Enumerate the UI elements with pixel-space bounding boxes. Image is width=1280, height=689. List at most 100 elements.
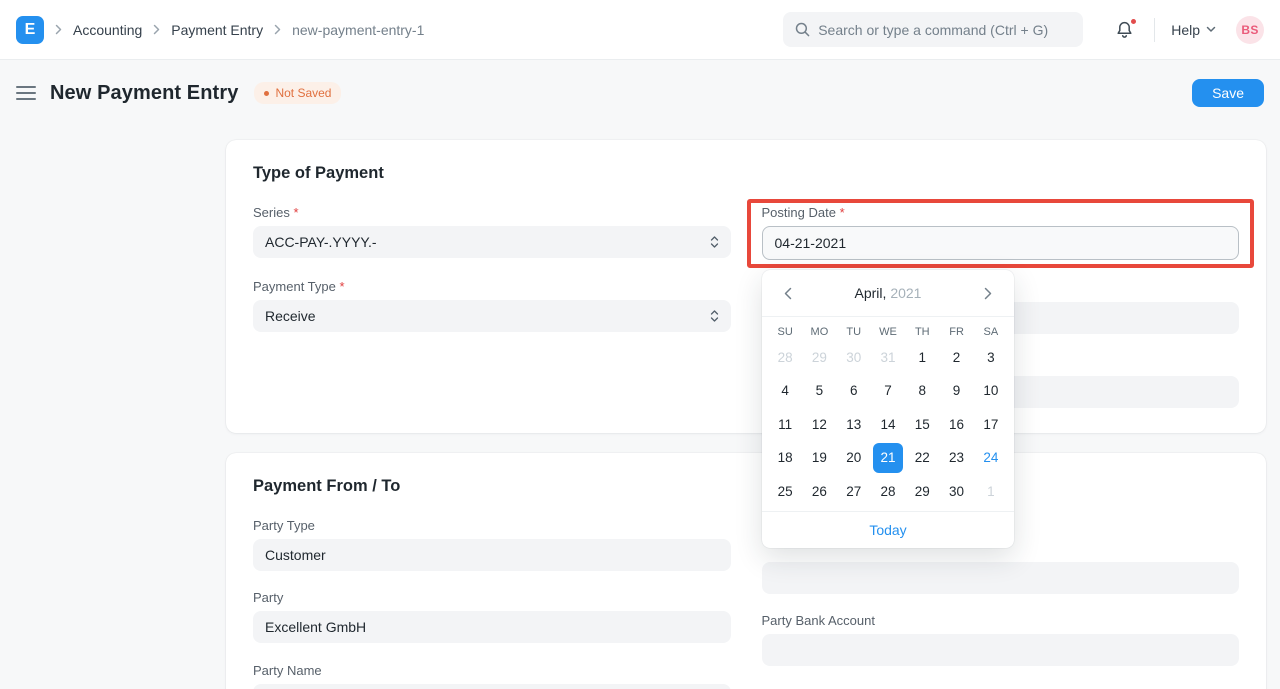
calendar-day[interactable]: 9 xyxy=(952,383,961,398)
next-month-button[interactable] xyxy=(977,282,999,304)
column-left: Party Type Customer Party Excellent GmbH… xyxy=(253,518,731,689)
calendar-day[interactable]: 17 xyxy=(983,416,999,432)
calendar-day[interactable]: 3 xyxy=(987,349,995,365)
calendar-day[interactable]: 28 xyxy=(880,483,896,499)
payment-type-label: Payment Type * xyxy=(253,279,345,294)
party-type-label: Party Type xyxy=(253,518,315,533)
datepicker-header: April, 2021 xyxy=(762,270,1014,317)
calendar-day[interactable]: 1 xyxy=(918,349,927,365)
calendar-day[interactable]: 19 xyxy=(811,450,827,465)
required-marker: * xyxy=(293,205,299,220)
today-button[interactable]: Today xyxy=(762,511,1014,548)
chevron-down-icon xyxy=(1206,26,1216,33)
select-chevrons-icon xyxy=(710,235,719,249)
weekday-label: FR xyxy=(949,326,964,338)
month-year-label: April, 2021 xyxy=(799,285,977,301)
calendar-day[interactable]: 20 xyxy=(846,450,862,465)
calendar-day[interactable]: 31 xyxy=(880,349,896,365)
calendar-day[interactable]: 5 xyxy=(815,383,824,398)
party-name-input[interactable] xyxy=(253,684,731,689)
weekday-label: TH xyxy=(914,326,930,338)
status-badge: Not Saved xyxy=(254,82,342,104)
calendar-day[interactable]: 18 xyxy=(777,450,793,465)
calendar-day[interactable]: 26 xyxy=(811,483,827,499)
calendar-day[interactable]: 14 xyxy=(880,416,896,432)
search-icon xyxy=(795,22,810,37)
weekday-label: SU xyxy=(777,326,793,338)
page-title: New Payment Entry xyxy=(50,81,239,104)
calendar-day[interactable]: 22 xyxy=(914,450,930,465)
calendar-weekdays: SU MO TU WE TH FR SA xyxy=(762,317,1014,339)
calendar-day[interactable]: 4 xyxy=(781,383,789,398)
help-menu[interactable]: Help xyxy=(1171,22,1216,38)
avatar[interactable]: BS xyxy=(1236,15,1264,44)
section-payment-from-to: Payment From / To Party Type Customer Pa… xyxy=(226,453,1266,689)
weekday-label: TU xyxy=(846,326,862,338)
app-logo[interactable]: E xyxy=(16,15,44,44)
bell-icon xyxy=(1115,20,1134,40)
weekday-label: WE xyxy=(879,326,897,338)
weekday-label: SA xyxy=(983,326,999,338)
required-marker: * xyxy=(839,205,845,220)
posting-date-input[interactable]: 04-21-2021 xyxy=(761,226,1239,260)
calendar-day[interactable]: 23 xyxy=(949,450,965,465)
datepicker-popup: April, 2021 SU MO TU WE TH FR SA 28 29 30 31 1 2 3 4 5… xyxy=(762,270,1014,548)
weekday-label: MO xyxy=(810,326,829,338)
calendar-day[interactable]: 28 xyxy=(777,349,793,365)
month-label: April, xyxy=(854,285,887,301)
chevron-right-icon xyxy=(153,24,160,35)
calendar-day[interactable]: 16 xyxy=(949,416,965,432)
calendar-day[interactable]: 30 xyxy=(949,483,965,499)
calendar-day[interactable]: 13 xyxy=(846,416,862,432)
party-label: Party xyxy=(253,590,284,605)
global-search[interactable] xyxy=(783,12,1084,47)
navbar: E Accounting Payment Entry new-payment-e… xyxy=(0,0,1280,60)
party-bank-account-label: Party Bank Account xyxy=(761,613,875,628)
previous-month-button[interactable] xyxy=(777,282,799,304)
save-button[interactable]: Save xyxy=(1192,79,1264,107)
help-label: Help xyxy=(1171,21,1200,38)
calendar-day[interactable]: 24 xyxy=(983,450,999,465)
page-toolbar: New Payment Entry Not Saved Save xyxy=(0,60,1280,126)
calendar-day[interactable]: 29 xyxy=(914,483,930,499)
notifications-button[interactable] xyxy=(1111,16,1138,44)
navbar-actions: Help BS xyxy=(1111,15,1264,44)
series-select[interactable]: ACC-PAY-.YYYY.- xyxy=(253,226,731,258)
section-title: Payment From / To xyxy=(253,477,401,495)
calendar-day[interactable]: 27 xyxy=(846,483,862,499)
divider xyxy=(1154,17,1156,42)
calendar-days: 28 29 30 31 1 2 3 4 5 6 7 8 9 10 11 12 13 14 15 16 17 18 19 20 2… xyxy=(762,339,1014,511)
breadcrumb-accounting[interactable]: Accounting xyxy=(73,21,143,38)
calendar-day[interactable]: 21 xyxy=(872,442,903,473)
posting-date-label: Posting Date * xyxy=(761,205,845,220)
calendar-day[interactable]: 30 xyxy=(846,349,862,365)
calendar-day[interactable]: 2 xyxy=(952,349,961,365)
calendar-day[interactable]: 1 xyxy=(987,483,995,499)
calendar-day[interactable]: 6 xyxy=(849,383,858,398)
payment-type-value: Receive xyxy=(265,308,316,324)
empty-field[interactable] xyxy=(761,562,1239,594)
calendar-day[interactable]: 11 xyxy=(778,416,793,432)
party-input[interactable]: Excellent GmbH xyxy=(253,611,731,643)
calendar-day[interactable]: 29 xyxy=(811,349,827,365)
breadcrumb-current-document: new-payment-entry-1 xyxy=(292,21,425,38)
search-input[interactable] xyxy=(818,21,1072,38)
calendar-day[interactable]: 8 xyxy=(918,383,927,398)
breadcrumb-payment-entry[interactable]: Payment Entry xyxy=(171,21,264,38)
calendar-day[interactable]: 7 xyxy=(884,383,892,398)
calendar-day[interactable]: 10 xyxy=(983,383,999,398)
section-title: Type of Payment xyxy=(253,164,384,182)
calendar-day[interactable]: 12 xyxy=(811,416,827,432)
party-bank-account-input[interactable] xyxy=(761,634,1239,666)
calendar-day[interactable]: 15 xyxy=(914,416,930,432)
calendar-day[interactable]: 25 xyxy=(777,483,793,499)
status-dot-icon xyxy=(264,90,270,96)
series-label: Series * xyxy=(253,205,299,220)
select-chevrons-icon xyxy=(710,309,719,323)
party-type-input[interactable]: Customer xyxy=(253,539,731,571)
year-label: 2021 xyxy=(890,285,922,301)
party-name-label: Party Name xyxy=(253,663,322,678)
sidebar-toggle-icon[interactable] xyxy=(16,84,36,102)
payment-type-select[interactable]: Receive xyxy=(253,300,731,332)
series-value: ACC-PAY-.YYYY.- xyxy=(265,234,377,250)
